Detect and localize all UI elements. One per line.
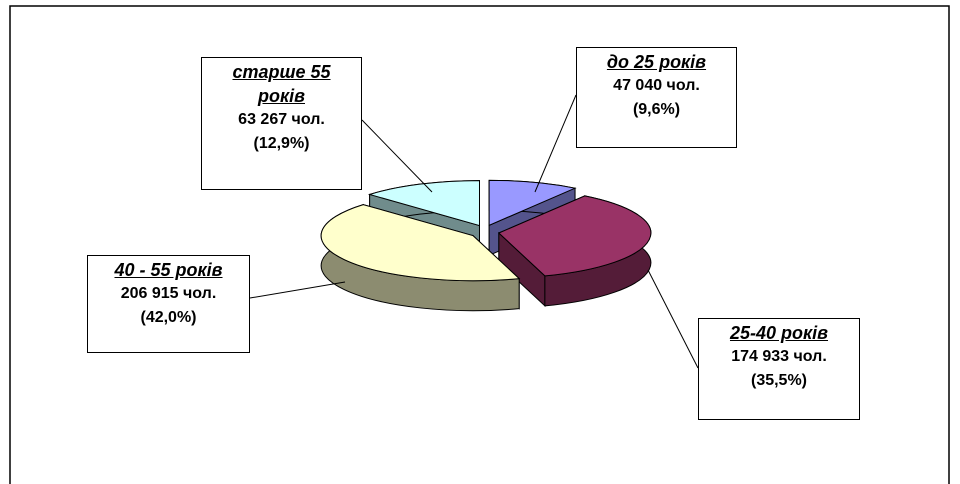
data-label-box: старше 55 років 63 267 чол. (12,9%) xyxy=(201,57,362,190)
data-label-box: 25-40 років 174 933 чол. (35,5%) xyxy=(698,318,860,420)
category-label: до 25 років xyxy=(606,52,707,72)
value-label: 63 267 чол. xyxy=(238,111,325,128)
category-label: 25-40 років xyxy=(729,323,829,343)
leader-line xyxy=(534,94,577,193)
percentage-label: (9,6%) xyxy=(632,101,681,118)
pie-slice xyxy=(320,204,521,282)
pie-slice xyxy=(488,179,577,227)
leader-line xyxy=(647,269,699,369)
category-label: старше 55 років xyxy=(232,62,331,106)
value-label: 174 933 чол. xyxy=(731,348,827,365)
chart-border xyxy=(9,5,950,484)
value-label: 206 915 чол. xyxy=(120,285,217,302)
value-label: 47 040 чол. xyxy=(613,77,700,94)
data-label-box: до 25 років 47 040 чол. (9,6%) xyxy=(576,47,737,148)
leader-line xyxy=(361,119,433,193)
percentage-label: (35,5%) xyxy=(750,372,808,389)
pie-slice xyxy=(367,180,480,227)
category-label: 40 - 55 років xyxy=(114,260,223,280)
pie-slice xyxy=(497,195,652,277)
data-label-box: 40 - 55 років 206 915 чол. (42,0%) xyxy=(87,255,250,353)
percentage-label: (12,9%) xyxy=(253,135,310,152)
leader-line xyxy=(249,281,346,299)
percentage-label: (42,0%) xyxy=(140,309,197,326)
